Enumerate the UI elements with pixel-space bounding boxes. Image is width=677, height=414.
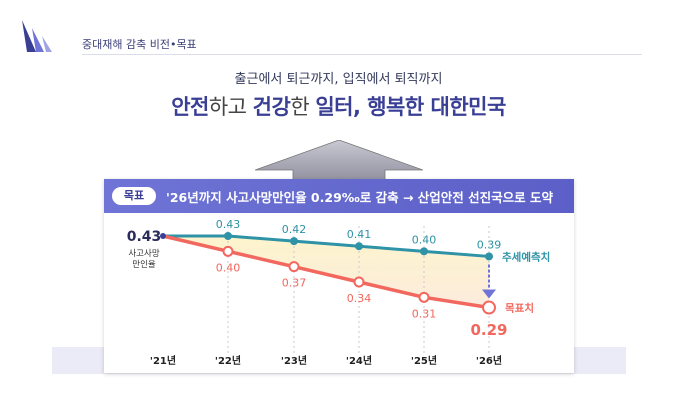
trend-point xyxy=(290,237,298,245)
target-point xyxy=(355,277,364,286)
y-axis-label-line1: 사고사망 xyxy=(128,248,159,259)
trend-point xyxy=(420,247,428,255)
trend-value-label: 0.43 xyxy=(216,218,241,231)
target-point xyxy=(483,302,495,314)
trend-value-label: 0.39 xyxy=(477,238,502,251)
trend-point xyxy=(355,242,363,250)
x-tick-label: '24년 xyxy=(346,354,372,367)
x-tick-label: '23년 xyxy=(281,354,307,367)
target-point xyxy=(290,262,299,271)
target-point xyxy=(420,293,429,302)
y-axis-label-line2: 만인율 xyxy=(132,259,156,270)
target-point xyxy=(224,247,233,256)
target-value-label: 0.31 xyxy=(412,307,437,320)
x-tick-label: '22년 xyxy=(215,354,241,367)
trend-value-label: 0.41 xyxy=(347,228,372,241)
target-value-label: 0.37 xyxy=(282,277,307,290)
target-value-label: 0.34 xyxy=(347,292,372,305)
trend-point xyxy=(224,232,232,240)
trend-value-label: 0.40 xyxy=(412,233,437,246)
x-tick-label: '21년 xyxy=(150,354,176,367)
target-series-name: 목표치 xyxy=(505,302,534,315)
final-target-label: 0.29 xyxy=(470,321,507,339)
trend-series-name: 추세예측치 xyxy=(502,250,550,263)
start-value-label: 0.43 xyxy=(127,229,162,245)
trend-point xyxy=(485,252,493,260)
trend-value-label: 0.42 xyxy=(282,223,307,236)
x-tick-label: '26년 xyxy=(476,354,502,367)
x-tick-label: '25년 xyxy=(411,354,437,367)
target-value-label: 0.40 xyxy=(216,261,241,274)
